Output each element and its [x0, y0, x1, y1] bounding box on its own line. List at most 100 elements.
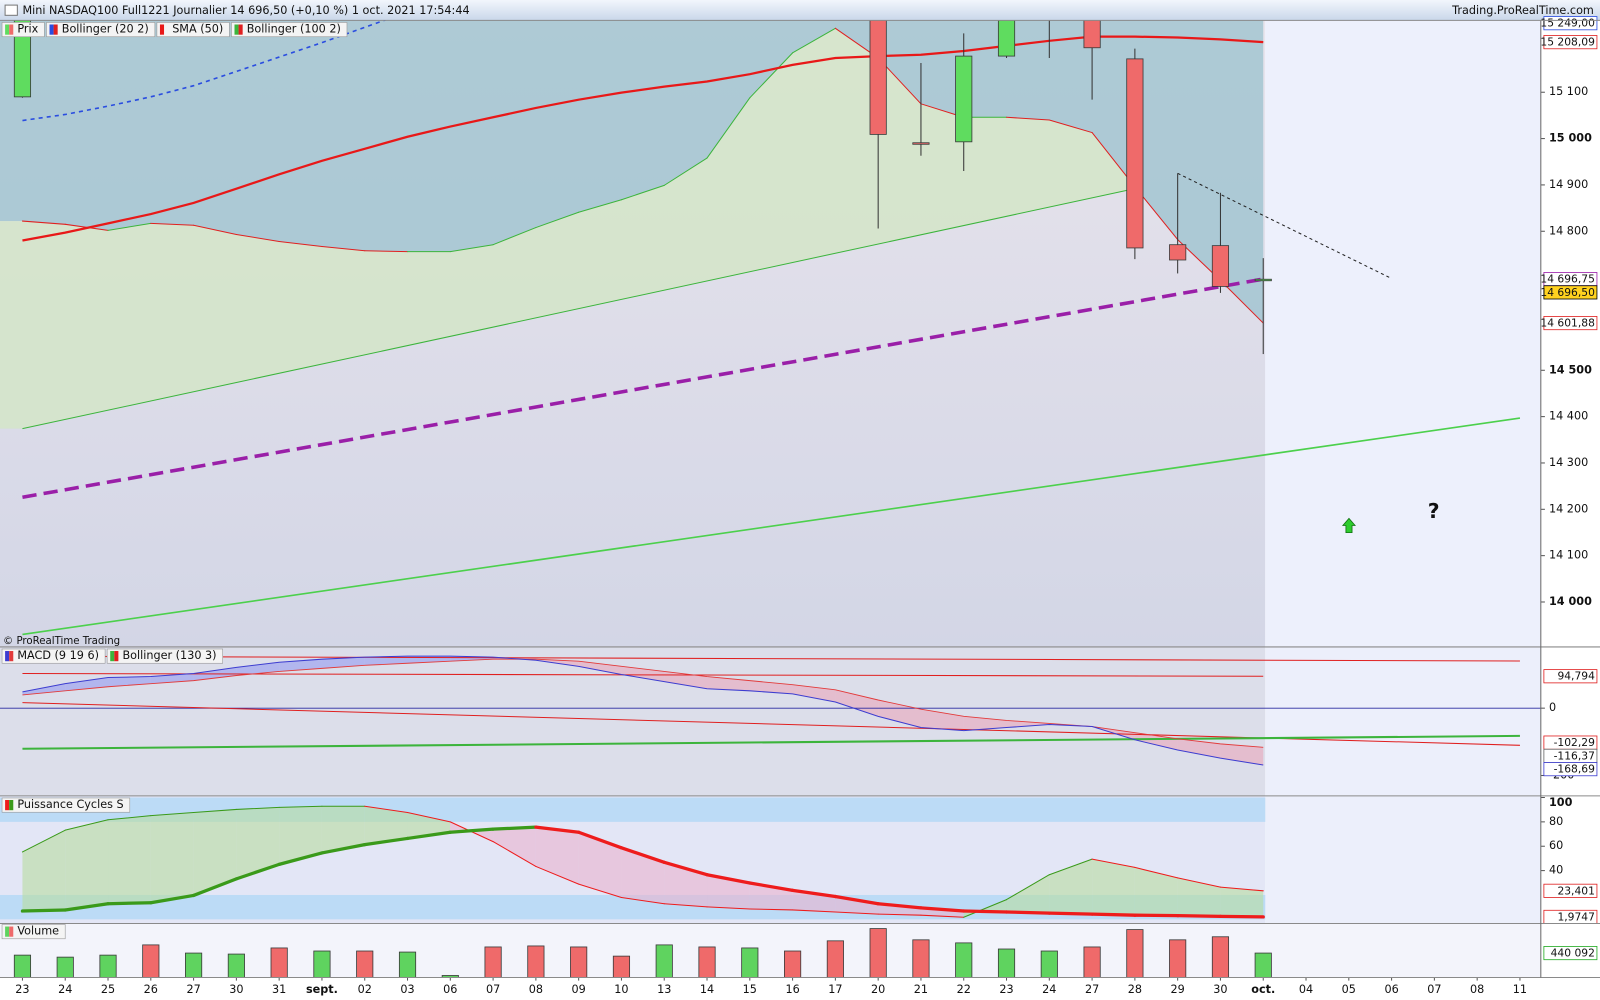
candle-body [1169, 244, 1187, 261]
volume-bar [698, 946, 716, 978]
x-tick-label: 28 [1128, 983, 1142, 996]
macd-fill [707, 676, 750, 691]
x-tick-label: oct. [1251, 983, 1275, 996]
price-label-box [1543, 946, 1598, 961]
trend-line [22, 277, 1264, 500]
price-label: -116,37 [1554, 749, 1595, 762]
candle-body [1254, 278, 1272, 282]
bollinger-lower [321, 246, 366, 252]
panel-bg-future [1265, 20, 1541, 647]
header-title: Mini NASDAQ100 Full1221 Journalier 14 69… [22, 4, 469, 17]
legend-swatch [49, 24, 54, 35]
legend-swatch [53, 24, 58, 35]
cycle-line [535, 865, 580, 885]
candle-body [997, 20, 1016, 57]
cycle-fill [1177, 877, 1221, 917]
cycle-fill [878, 903, 921, 916]
bollinger-lower [706, 97, 751, 159]
x-tick-label: 07 [486, 983, 500, 996]
volume-bar [142, 944, 160, 978]
bollinger-lower [492, 227, 537, 246]
bollinger-130-line [22, 655, 1520, 662]
candle-body [955, 55, 973, 143]
volume-bar [1169, 939, 1187, 978]
volume-bar [570, 946, 588, 978]
bollinger-lower [278, 240, 323, 248]
macd-fill [279, 659, 322, 672]
cycle-fill [65, 819, 109, 910]
volume-bar [356, 950, 374, 978]
x-tick-label: 24 [58, 983, 72, 996]
candle-body [912, 142, 930, 145]
cycle-smooth-line [491, 825, 538, 831]
legend-swatch [114, 651, 119, 662]
cycle-smooth-line [1176, 914, 1223, 919]
y-tick-label: 80 [1549, 815, 1563, 828]
macd-fill [1177, 738, 1221, 759]
cycle-smooth-line [619, 846, 666, 864]
cycle-fill [407, 812, 451, 839]
y-tick-label: 14 800 [1549, 224, 1588, 237]
panel-clip [0, 20, 1521, 636]
cycle-smooth-line [790, 888, 838, 899]
price-label-box [1543, 762, 1598, 777]
legend-box [1, 648, 106, 664]
x-tick-label: 06 [1384, 983, 1398, 996]
cycle-smooth-line [833, 894, 880, 906]
legend-swatch [9, 651, 14, 662]
cycle-line [578, 883, 622, 899]
cycle-smooth-line [1047, 911, 1094, 916]
cycle-fill [535, 827, 579, 885]
cycle-line [1177, 877, 1221, 888]
y-tick-label: 14 100 [1549, 549, 1588, 562]
cycle-fill [108, 815, 151, 904]
x-tick-label: 27 [186, 983, 200, 996]
legend-swatch [5, 24, 10, 35]
cycle-line [663, 903, 708, 908]
cycle-smooth-line [705, 873, 752, 885]
cycle-fill [279, 806, 322, 865]
panel-bg [0, 923, 1541, 978]
legend-label: Bollinger (20 2) [62, 23, 149, 36]
x-tick-label: 09 [572, 983, 586, 996]
price-label-box [1543, 35, 1598, 50]
cycle-smooth-line [363, 836, 410, 847]
cycle-fill [150, 812, 194, 903]
y-tick-label: 15 000 [1549, 132, 1592, 145]
legend-item: Prix [1, 22, 45, 38]
volume-bar [270, 947, 288, 978]
y-tick-label: 14 400 [1549, 410, 1588, 423]
macd-fill [664, 671, 708, 689]
legend-item: MACD (9 19 6) [1, 648, 106, 664]
panel-clip [13, 928, 1272, 978]
legend-label: MACD (9 19 6) [17, 649, 99, 662]
cycle-smooth-line [234, 862, 281, 881]
bollinger-lower [749, 52, 794, 99]
cycle-line [1091, 858, 1136, 868]
cycle-fill [1092, 859, 1135, 916]
cycle-smooth-line [534, 825, 581, 834]
x-tick-label: 27 [1085, 983, 1099, 996]
legend-swatch [5, 800, 10, 811]
x-tick-label: 10 [614, 983, 628, 996]
legend-swatch [9, 926, 14, 937]
volume-bar [527, 945, 545, 978]
cycle-fill [578, 832, 622, 898]
x-tick-label: 30 [1213, 983, 1227, 996]
volume-bar [1254, 952, 1272, 978]
cycle-fill [236, 807, 280, 879]
x-tick-label: 07 [1427, 983, 1441, 996]
macd-fill [1134, 732, 1178, 750]
bollinger-lower [620, 184, 665, 201]
legend-swatch [234, 24, 239, 35]
cycle-fill [621, 847, 665, 904]
volume-bar [1083, 946, 1101, 978]
volume-bar [13, 954, 32, 978]
legend-item: Puissance Cycles S [1, 797, 131, 813]
sma-line [22, 35, 1264, 242]
panel-clip [0, 797, 1266, 920]
legend-label: Volume [17, 925, 59, 938]
x-tick-label: 22 [957, 983, 971, 996]
price-label: 14 696,75 [1540, 273, 1594, 286]
bollinger-130-line [22, 672, 1264, 677]
